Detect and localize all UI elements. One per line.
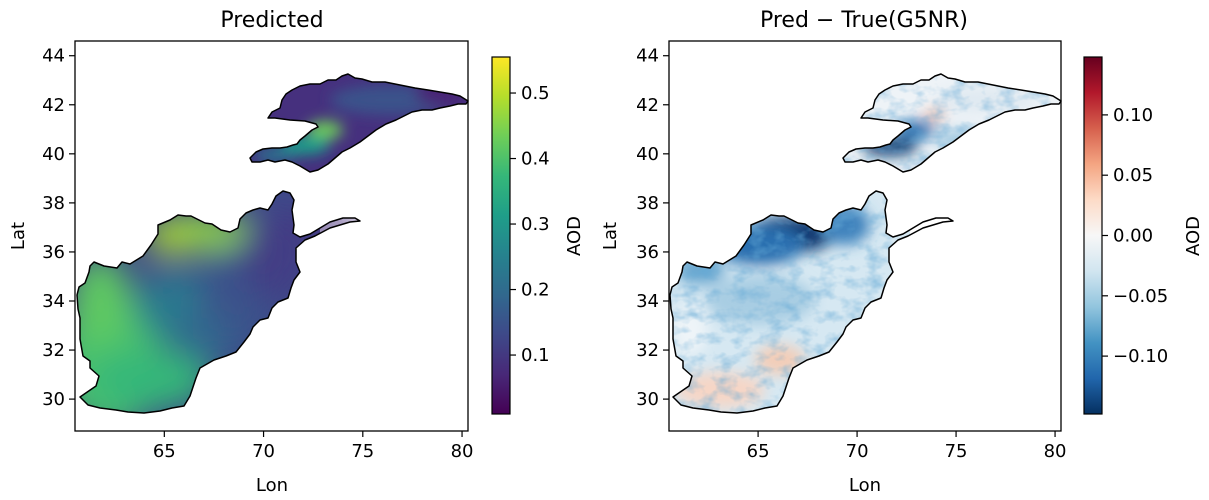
afghanistan-border	[669, 190, 954, 414]
panel2-colorbar-tick-label: 0.10	[1113, 105, 1153, 126]
panel2-ytick-label: 38	[636, 193, 659, 214]
p1-afg-ne-low	[240, 210, 310, 300]
kyrgyzstan-border	[249, 73, 469, 173]
panel-predicted: Predicted	[8, 8, 585, 496]
panel2-colorbar-label: AOD	[1183, 216, 1204, 256]
p1-afg-south-high	[90, 350, 210, 410]
panel2-afghanistan-field	[670, 191, 910, 413]
panel2-xtick-label: 70	[846, 441, 869, 462]
panel1-ytick-label: 36	[42, 242, 65, 263]
p2-kgz-texture	[843, 74, 1061, 172]
panel1-x-axis: 65 70 75 80	[153, 431, 474, 462]
panel2-ytick-label: 40	[636, 144, 659, 165]
panel2-colorbar-tick-label: 0.05	[1113, 165, 1153, 186]
p1-afg-west-high	[77, 255, 130, 345]
panel2-ytick-label: 42	[636, 95, 659, 116]
panel2-colorbar-gradient	[1084, 57, 1102, 414]
panel-difference: Pred − True(G5NR)	[600, 8, 1204, 496]
panel2-colorbar-tick-label: 0.00	[1113, 226, 1153, 247]
panel1-xtick-label: 70	[252, 441, 275, 462]
panel1-colorbar-tick-label: 0.1	[521, 345, 550, 366]
kyrgyzstan-border	[842, 73, 1062, 173]
panel2-axes-frame	[668, 40, 1062, 432]
panel1-colorbar-ticks: 0.1 0.2 0.3 0.4 0.5	[510, 83, 550, 366]
panel1-xtick-label: 65	[153, 441, 176, 462]
panel2-xtick-label: 80	[1044, 441, 1067, 462]
panel1-colorbar-tick-label: 0.5	[521, 83, 550, 104]
panel1-y-axis: 30 32 34 36 38 40 42 44	[42, 46, 75, 410]
panel2-title: Pred − True(G5NR)	[760, 8, 968, 33]
p1-afg-wakhan	[295, 213, 360, 237]
p2-afg-texture	[670, 191, 910, 413]
p1-kgz-west	[253, 147, 297, 163]
panel1-colorbar-tick-label: 0.4	[521, 149, 550, 170]
panel2-ytick-label: 34	[636, 291, 659, 312]
panel2-x-axis: 65 70 75 80	[747, 431, 1067, 462]
panel1-ytick-label: 40	[42, 144, 65, 165]
panel1-xtick-label: 80	[451, 441, 474, 462]
panel2-ytick-label: 36	[636, 242, 659, 263]
panel2-ylabel: Lat	[600, 222, 621, 250]
panel1-ytick-label: 44	[42, 46, 65, 67]
panel1-axes-frame	[74, 40, 469, 432]
panel1-colorbar-label: AOD	[564, 216, 585, 256]
panel1-colorbar-frame	[491, 56, 511, 415]
afghanistan-border	[76, 190, 361, 414]
panel1-colorbar-gradient	[492, 57, 510, 414]
panel2-ytick-label: 30	[636, 389, 659, 410]
panel1-kyrgyzstan-field	[250, 74, 468, 172]
panel2-kyrgyzstan-field	[843, 74, 1061, 172]
panel1-colorbar-tick-label: 0.2	[521, 280, 550, 301]
p1-afg-mid-south	[177, 318, 233, 362]
panel1-ytick-label: 30	[42, 389, 65, 410]
panel1-title: Predicted	[220, 8, 323, 33]
panel2-colorbar-tick-label: −0.10	[1113, 346, 1168, 367]
panel2-colorbar-ticks: 0.10 0.05 0.00 −0.05 −0.10	[1102, 105, 1168, 367]
panel1-xlabel: Lon	[256, 475, 288, 496]
panel1-map	[76, 73, 469, 414]
panel1-ytick-label: 32	[42, 340, 65, 361]
panel2-map	[669, 73, 1062, 414]
panel1-ytick-label: 38	[42, 193, 65, 214]
panel1-colorbar-tick-label: 0.3	[521, 214, 550, 235]
panel1-ytick-label: 34	[42, 291, 65, 312]
panel2-ytick-label: 44	[636, 46, 659, 67]
panel2-xtick-label: 65	[747, 441, 770, 462]
p1-kgz-base	[250, 74, 468, 172]
panel2-y-axis: 30 32 34 36 38 40 42 44	[636, 46, 669, 410]
panel2-ytick-label: 32	[636, 340, 659, 361]
panel1-xtick-label: 75	[351, 441, 374, 462]
panel1-ytick-label: 42	[42, 95, 65, 116]
panel2-xtick-label: 75	[945, 441, 968, 462]
panel1-afghanistan-field	[77, 191, 360, 413]
panel2-colorbar-tick-label: −0.05	[1113, 286, 1168, 307]
p1-afg-north-peak	[148, 226, 192, 254]
panel2-xlabel: Lon	[849, 475, 881, 496]
panel1-ylabel: Lat	[8, 222, 29, 250]
